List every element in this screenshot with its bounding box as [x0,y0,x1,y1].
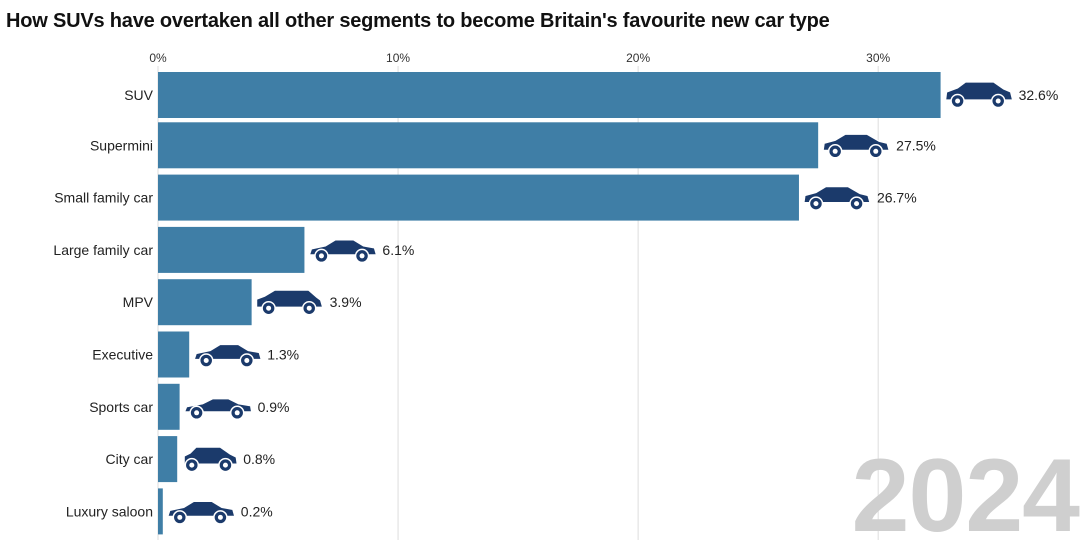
value-label: 26.7% [877,190,917,206]
category-label: Small family car [54,190,153,206]
city-car-icon [183,446,238,473]
hub [217,514,223,520]
value-label: 0.8% [243,451,275,467]
value-label: 0.9% [258,399,290,415]
category-label: Luxury saloon [66,503,153,519]
category-label: Large family car [53,242,153,258]
bar [158,331,190,378]
value-label: 0.2% [241,503,273,519]
bar [158,226,305,273]
hub [189,462,195,468]
value-label: 32.6% [1019,87,1059,103]
hub [234,410,240,416]
value-label: 6.1% [382,242,414,258]
hub [995,98,1001,104]
x-axis-ticks: 0% 10% 20% 30% [149,51,890,65]
chart-title: How SUVs have overtaken all other segmen… [6,10,830,32]
bar [158,279,252,326]
category-label: MPV [123,294,154,310]
hub [266,305,272,311]
category-label: Executive [92,347,153,363]
hub [854,201,860,207]
hatchback-icon [803,186,871,211]
car-icons [166,81,1014,525]
hub [306,305,312,311]
year-label: 2024 [851,438,1080,554]
bar [158,122,819,169]
tick-label: 30% [866,51,890,65]
bar [158,72,941,118]
hub [318,253,324,259]
value-label: 3.9% [330,294,362,310]
hub [873,148,879,154]
tick-label: 20% [626,51,650,65]
hub [813,201,819,207]
mpv-icon [256,289,324,316]
hub [955,98,961,104]
hub [194,410,200,416]
bar [158,383,180,430]
category-labels: SUV Supermini Small family car Large family… [53,87,153,519]
category-label: City car [106,451,154,467]
tick-label: 10% [386,51,410,65]
value-label: 27.5% [896,137,936,153]
bar [158,174,799,221]
sedan-icon [308,239,378,264]
sedan-icon [166,500,236,525]
value-label: 1.3% [267,347,299,363]
hub [177,514,183,520]
hub [244,358,250,363]
hub [832,148,838,154]
bar [158,488,163,535]
hatchback-icon [822,133,890,159]
value-labels: 32.6% 27.5% 26.7% 6.1% 3.9% 1.3% 0.9% 0.8% 0.2% [241,87,1058,519]
sports-car-icon [183,398,253,421]
category-label: Supermini [90,137,153,153]
tick-label: 0% [149,51,167,65]
hub [203,358,209,363]
category-label: Sports car [89,399,153,415]
bars [158,72,941,535]
suv-icon [944,81,1014,109]
sedan-icon [193,343,263,368]
bar [158,436,178,483]
hub [222,462,228,468]
category-label: SUV [124,87,153,103]
hub [359,253,365,259]
